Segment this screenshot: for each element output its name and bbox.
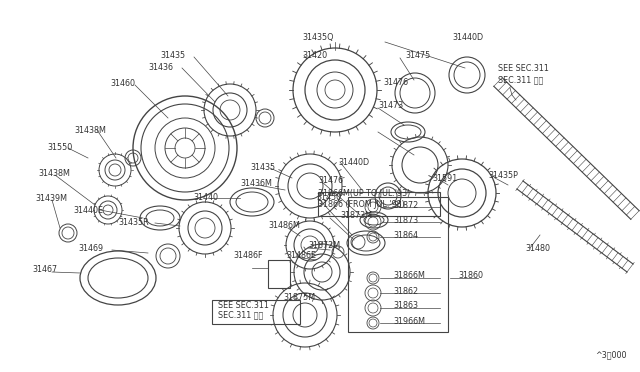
Text: SEC.311 参照: SEC.311 参照	[498, 76, 543, 84]
Text: 31435P: 31435P	[488, 170, 518, 180]
Text: ^3・000: ^3・000	[595, 350, 627, 359]
Text: 31440D: 31440D	[338, 157, 369, 167]
Text: 31866 (FROM JUL.'93): 31866 (FROM JUL.'93)	[318, 199, 404, 208]
Text: 31966M: 31966M	[393, 317, 425, 326]
Text: 31862: 31862	[393, 286, 418, 295]
Text: 31440E: 31440E	[73, 205, 103, 215]
Text: 31476: 31476	[318, 176, 343, 185]
Text: 31436M: 31436M	[240, 179, 272, 187]
Text: 31875M: 31875M	[283, 292, 315, 301]
Text: 31872M: 31872M	[308, 241, 340, 250]
Text: SEC.311 参照: SEC.311 参照	[218, 311, 263, 320]
Bar	[212, 300, 300, 324]
Text: 31480: 31480	[525, 244, 550, 253]
Text: 31866M: 31866M	[393, 272, 425, 280]
Text: 31864: 31864	[393, 231, 418, 240]
Text: 31872: 31872	[393, 201, 419, 209]
Text: 31438M: 31438M	[74, 125, 106, 135]
Text: 31435: 31435	[160, 51, 185, 60]
Text: 31438M: 31438M	[38, 169, 70, 177]
Text: SEE SEC.311: SEE SEC.311	[498, 64, 549, 73]
Text: 31467: 31467	[32, 266, 57, 275]
Text: 31439M: 31439M	[35, 193, 67, 202]
Text: 31591: 31591	[432, 173, 457, 183]
Text: SEE SEC.311: SEE SEC.311	[218, 301, 269, 310]
Text: 31863: 31863	[393, 301, 418, 311]
Text: 31550: 31550	[47, 142, 72, 151]
Text: 31440D: 31440D	[452, 32, 483, 42]
Text: 31475: 31475	[405, 51, 430, 60]
Text: 31450: 31450	[316, 192, 341, 202]
Text: 31486M: 31486M	[268, 221, 300, 230]
Text: 31486F: 31486F	[233, 250, 262, 260]
Text: 31435R: 31435R	[118, 218, 148, 227]
Text: 31435Q: 31435Q	[302, 32, 333, 42]
Text: 31436: 31436	[148, 62, 173, 71]
Text: 31486E: 31486E	[286, 250, 316, 260]
Text: 31873M: 31873M	[340, 211, 372, 219]
Text: 31460: 31460	[110, 78, 135, 87]
Text: 31866M(UP TO JUL.'93): 31866M(UP TO JUL.'93)	[318, 189, 410, 198]
Text: 31440: 31440	[193, 192, 218, 202]
Bar	[348, 197, 448, 332]
Bar	[318, 192, 440, 216]
Text: 31473: 31473	[378, 100, 403, 109]
Text: 31873: 31873	[393, 215, 418, 224]
Text: 31435: 31435	[250, 163, 275, 171]
Bar	[268, 260, 290, 288]
Text: 31476: 31476	[383, 77, 408, 87]
Text: 31420: 31420	[302, 51, 327, 60]
Text: 31469: 31469	[78, 244, 103, 253]
Text: 31860: 31860	[458, 272, 483, 280]
